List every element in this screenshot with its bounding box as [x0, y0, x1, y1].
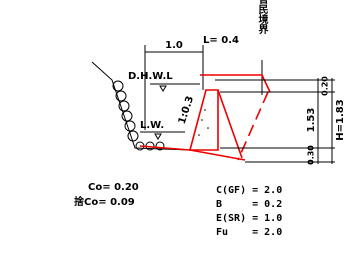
diagram: 1.0 L= 0.4 官民境界 D.H.W.L L.W. 1:0.3 0.20 … — [0, 0, 347, 258]
param-label: C(GF) = 2.0 — [216, 185, 282, 196]
param-label: B = 0.2 — [216, 199, 282, 210]
backfill-line — [238, 92, 268, 160]
param-label: Fu = 2.0 — [216, 227, 282, 238]
slope-label: 1:0.3 — [177, 95, 196, 126]
revetment — [113, 81, 164, 150]
dim-line — [215, 78, 335, 164]
concrete-label: Co= 0.20 — [88, 182, 139, 193]
dim-label: 1.0 — [165, 40, 183, 51]
boundary-label: 官民境界 — [256, 0, 268, 35]
dim-label: L= 0.4 — [203, 35, 239, 46]
dim-label: 0.20 — [321, 76, 330, 96]
param-label: E(SR) = 1.0 — [216, 213, 282, 224]
dim-label: H=1.83 — [335, 99, 346, 140]
params: C(GF) = 2.0 B = 0.2 E(SR) = 1.0 Fu = 2.0 — [216, 185, 282, 238]
water-label: L.W. — [140, 120, 164, 131]
concrete-label: 捨Co= 0.09 — [74, 195, 135, 208]
water-mark — [155, 134, 161, 139]
dim-label: 0.30 — [307, 145, 316, 165]
water-mark — [160, 86, 166, 91]
water-label: D.H.W.L — [128, 71, 173, 82]
dim-label: 1.53 — [306, 108, 317, 133]
